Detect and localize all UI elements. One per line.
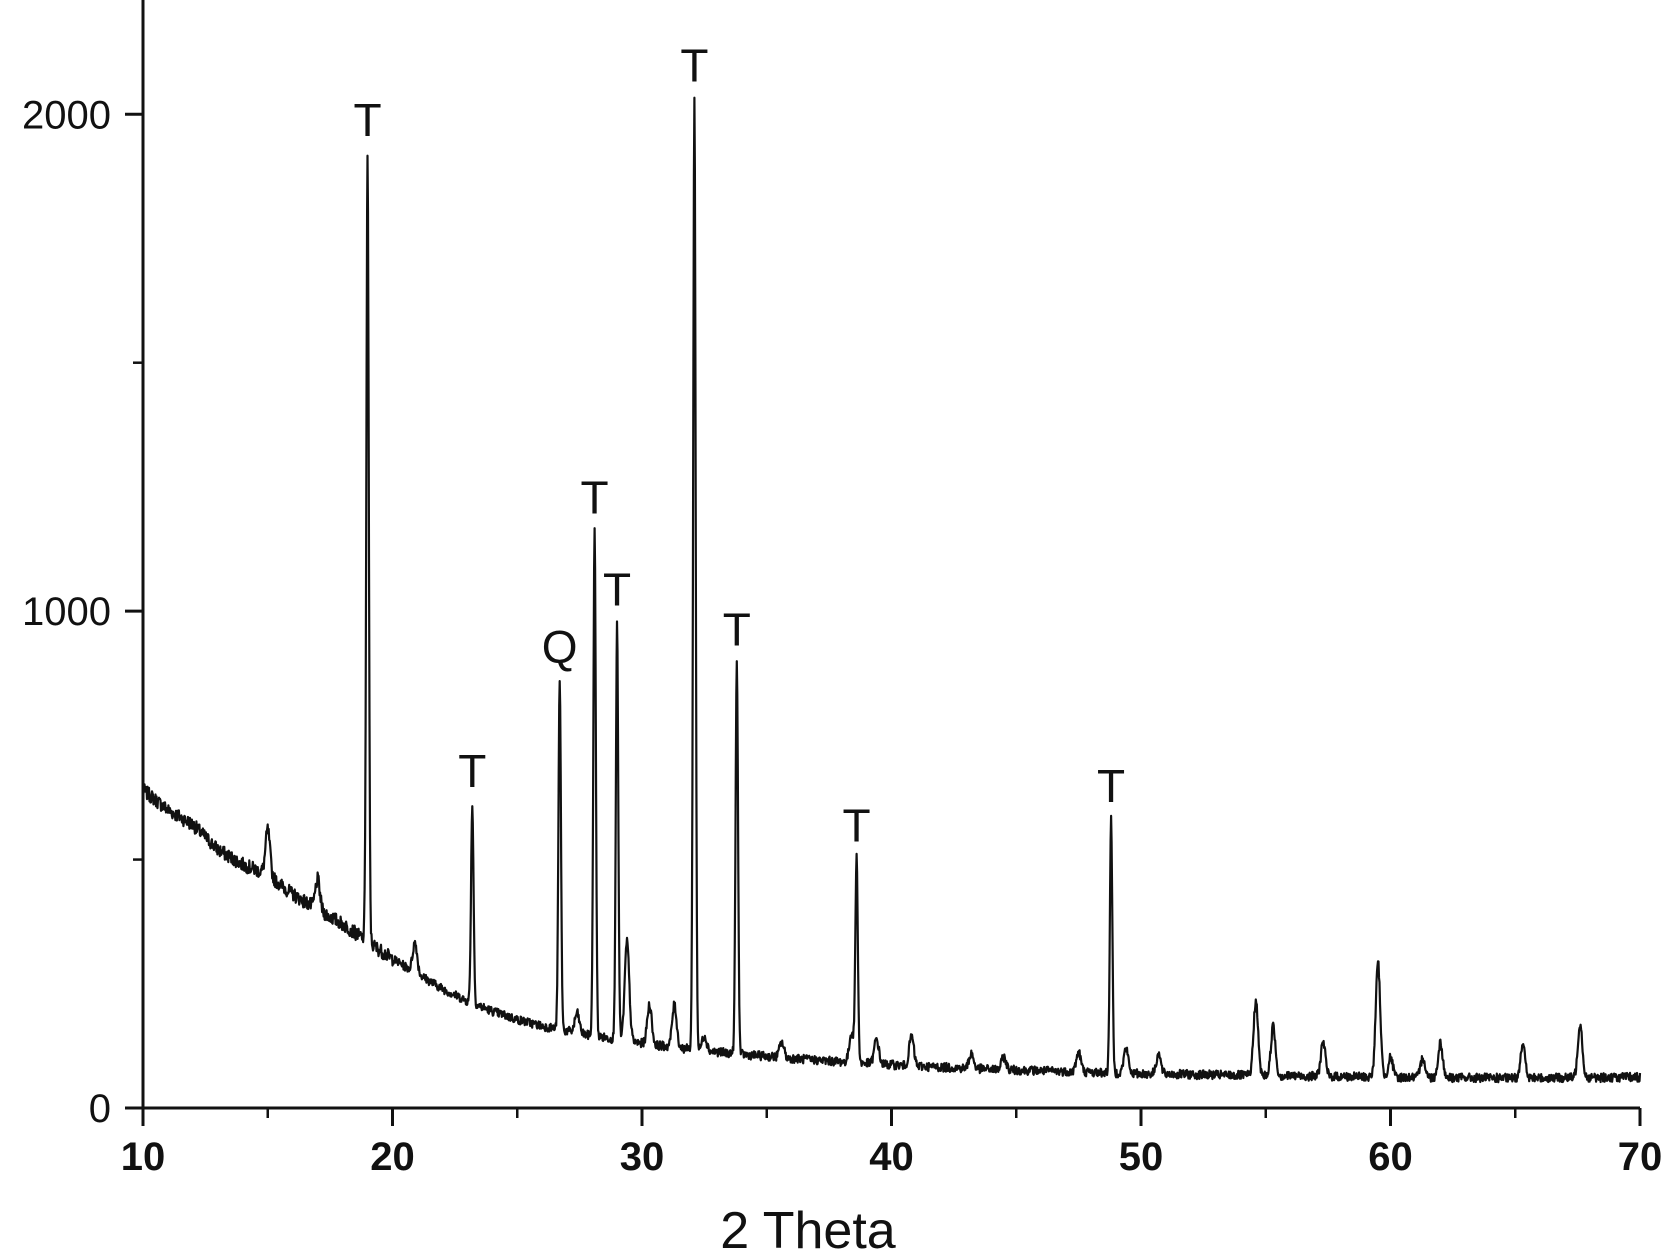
x-axis-title: 2 Theta [720,1202,895,1252]
x-axis-ticks: 10 20 30 40 50 60 70 [121,1108,1663,1179]
peak-label: T [458,745,486,797]
x-tick-label: 70 [1618,1135,1663,1179]
x-tick-label: 10 [121,1135,166,1179]
x-tick-label: 30 [620,1135,665,1179]
xrd-pattern-line [141,96,1642,1084]
y-tick-label: 1000 [22,590,111,634]
y-axis-ticks: 0 1000 2000 [22,93,143,1131]
x-tick-label: 40 [869,1135,914,1179]
peak-label: T [723,603,751,655]
peak-label: T [1097,760,1125,812]
peak-label: T [843,800,871,852]
peak-label: T [680,39,708,91]
y-tick-label: 2000 [22,93,111,137]
x-tick-label: 50 [1119,1135,1164,1179]
peak-label: T [581,472,609,524]
peak-label: T [353,94,381,146]
x-tick-label: 20 [370,1135,415,1179]
peak-label: Q [542,621,578,673]
peak-label: T [603,564,631,616]
x-tick-label: 60 [1368,1135,1413,1179]
y-tick-label: 0 [89,1087,111,1131]
